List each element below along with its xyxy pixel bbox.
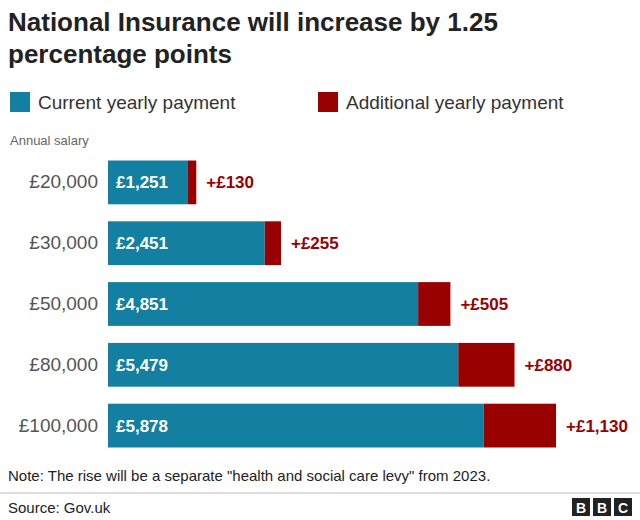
bar — [108, 404, 484, 448]
legend: Current yearly payment Additional yearly … — [10, 92, 564, 113]
logo-letter: C — [618, 500, 628, 516]
bar — [484, 404, 556, 448]
legend-label: Additional yearly payment — [346, 92, 564, 113]
data-label: £4,851 — [116, 295, 168, 314]
logo-letter: B — [597, 500, 607, 516]
axis-title: Annual salary — [10, 133, 89, 148]
data-label: +£880 — [525, 356, 573, 375]
tick-label: £30,000 — [29, 232, 98, 253]
bars — [108, 161, 556, 448]
data-label: +£1,130 — [566, 417, 628, 436]
bar — [265, 221, 281, 265]
tick: £100,000 — [19, 415, 108, 436]
tick-label: £80,000 — [29, 354, 98, 375]
chart-root: National Insurance will increase by 1.25… — [0, 0, 640, 520]
tick: £80,000 — [29, 354, 108, 375]
data-label: £5,878 — [116, 417, 168, 436]
tick: £30,000 — [29, 232, 108, 253]
data-label: +£505 — [460, 295, 508, 314]
data-label: £5,479 — [116, 356, 168, 375]
legend-item: Additional yearly payment — [318, 92, 564, 113]
bar — [108, 221, 265, 265]
logo-box — [572, 498, 590, 516]
logo-box — [614, 498, 632, 516]
separator — [0, 493, 640, 494]
tick-label: £20,000 — [29, 171, 98, 192]
logo: BBC — [572, 498, 632, 516]
data-label: £2,451 — [116, 234, 168, 253]
tick-label: £100,000 — [19, 415, 98, 436]
legend-swatch — [10, 92, 30, 112]
bar — [108, 343, 458, 387]
logo-text: BBC — [576, 500, 628, 516]
note: Note: The rise will be a separate "healt… — [8, 467, 490, 484]
tick: £50,000 — [29, 293, 108, 314]
bar — [108, 282, 418, 326]
legend-label: Current yearly payment — [38, 92, 236, 113]
logo-box — [593, 498, 611, 516]
tick-label: £50,000 — [29, 293, 98, 314]
logo-letter: B — [576, 500, 586, 516]
chart-svg: Current yearly payment Additional yearly … — [0, 0, 640, 520]
title: National Insurance will increase by 1.25… — [8, 6, 608, 70]
bar — [418, 282, 450, 326]
legend-swatch — [318, 92, 338, 112]
axis-line — [108, 153, 109, 457]
data-labels: £1,251 £2,451 £4,851 £5,479 £5,878 +£130 +£255… — [116, 173, 628, 435]
y-axis: £20,000 £30,000 £50,000 £80,000 £100,000 — [19, 153, 109, 457]
data-label: £1,251 — [116, 173, 168, 192]
bar — [108, 161, 188, 205]
bar — [458, 343, 514, 387]
tick: £20,000 — [29, 171, 108, 192]
source: Source: Gov.uk — [8, 499, 111, 516]
data-label: +£255 — [291, 234, 339, 253]
bar — [188, 161, 196, 205]
legend-item: Current yearly payment — [10, 92, 236, 113]
data-label: +£130 — [206, 173, 254, 192]
